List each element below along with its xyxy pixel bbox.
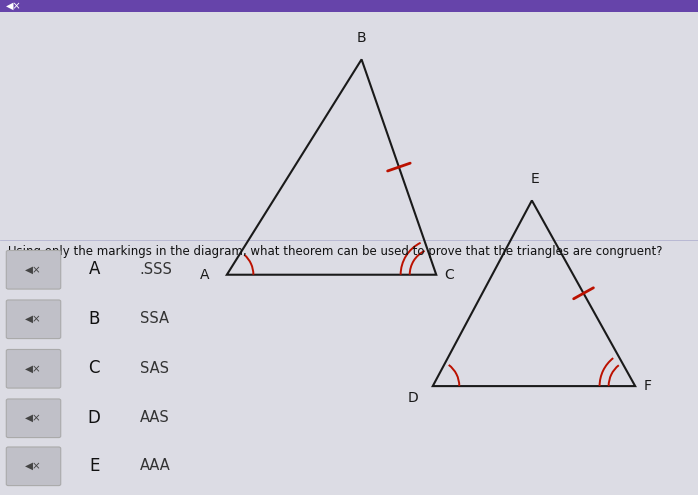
Text: E: E (89, 457, 99, 475)
Text: E: E (531, 172, 540, 186)
FancyBboxPatch shape (6, 349, 61, 388)
Text: C: C (89, 359, 100, 377)
Text: Using only the markings in the diagram, what theorem can be used to prove that t: Using only the markings in the diagram, … (8, 245, 663, 258)
Text: B: B (357, 31, 366, 45)
Text: D: D (408, 391, 419, 405)
Text: C: C (445, 268, 454, 282)
FancyBboxPatch shape (6, 447, 61, 486)
Text: ◀×: ◀× (25, 314, 42, 324)
Text: SAS: SAS (140, 361, 169, 376)
FancyBboxPatch shape (6, 250, 61, 289)
Text: ◀×: ◀× (25, 413, 42, 423)
Text: AAA: AAA (140, 458, 170, 473)
Text: B: B (89, 310, 100, 328)
Text: F: F (644, 379, 651, 393)
Text: ◀×: ◀× (25, 264, 42, 274)
Text: AAS: AAS (140, 410, 170, 425)
Text: ◀×: ◀× (25, 363, 42, 373)
FancyBboxPatch shape (6, 399, 61, 438)
Text: A: A (89, 260, 100, 278)
Text: ◀×: ◀× (6, 1, 21, 11)
Text: A: A (200, 268, 209, 282)
Text: SSA: SSA (140, 311, 169, 326)
Bar (0, 0, 698, 12)
Text: D: D (88, 409, 101, 427)
Text: .SSS: .SSS (140, 262, 172, 277)
FancyBboxPatch shape (6, 300, 61, 339)
Text: ◀×: ◀× (25, 461, 42, 471)
